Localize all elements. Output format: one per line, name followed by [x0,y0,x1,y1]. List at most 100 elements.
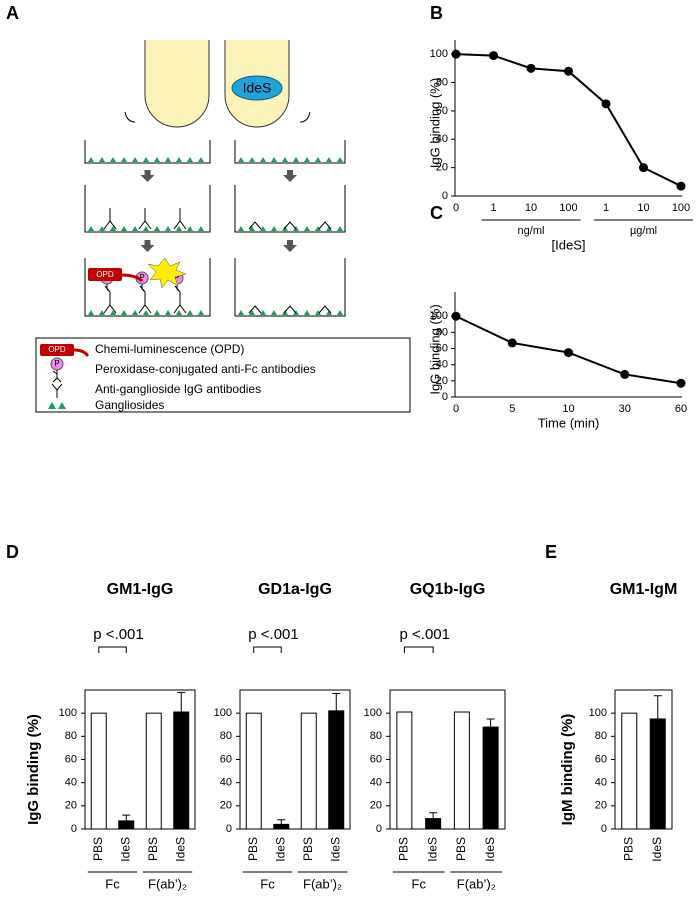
bar [482,726,499,830]
panel-label: E [545,542,557,562]
ganglioside [154,226,160,231]
ganglioside [315,157,321,162]
bracket [98,646,127,653]
ganglioside [143,226,149,231]
bar [425,818,442,830]
ganglioside [260,226,266,231]
x-tick-label: 100 [559,202,577,214]
x-tick-label: IdeS [328,837,342,862]
bar [453,711,470,830]
y-axis-label: IgG binding (%) [25,714,42,825]
error-bar [653,695,662,719]
x-axis-label: [IdeS] [552,237,586,252]
ganglioside [121,157,127,162]
legend-text: Gangliosides [95,398,164,412]
y-tick-label: 40 [436,359,448,371]
ganglioside [249,226,255,231]
ganglioside [99,226,105,231]
well [234,258,346,317]
tube [144,40,210,128]
x-tick-label: PBS [246,837,260,861]
ganglioside [176,226,182,231]
ganglioside [304,310,310,315]
ganglioside [337,157,343,162]
y-tick-label: 60 [436,342,448,354]
step-arrow [283,240,297,252]
point [676,378,686,388]
ganglioside [293,157,299,162]
y-tick-label: 100 [364,707,382,719]
x-tick-label: IdeS [118,837,132,862]
ganglioside [110,157,116,162]
x-tick-label: PBS [146,837,160,861]
bracket [253,646,282,653]
x-tick-label: 60 [675,403,687,415]
x-tick-label: 1 [490,202,496,214]
annotation: p <.001 [93,626,143,643]
legend-text: Peroxidase-conjugated anti-Fc antibodies [95,362,316,376]
opd-label: OPD [96,270,114,279]
step-arrow [283,170,297,182]
x-tick-label: 0 [453,403,459,415]
y-tick-label: 0 [226,823,232,835]
error-bar [122,814,131,821]
chart-title: GQ1b-IgG [410,581,486,598]
error-bar [332,692,341,711]
x-tick-label: 10 [525,202,537,214]
panel-label: B [430,3,443,23]
arrow [299,111,311,123]
ganglioside [260,157,266,162]
y-tick-label: 100 [430,310,448,322]
error-bar [177,691,186,713]
y-tick-label: 60 [220,753,232,765]
y-axis-label: IgG binding (%) [427,78,442,168]
ganglioside [154,310,160,315]
ganglioside [238,157,244,162]
ganglioside [88,157,94,162]
x-tick-label: IdeS [483,837,497,862]
x-tick-label: 10 [637,202,649,214]
y-tick-label: 20 [370,800,382,812]
group-label: F(ab’)₂ [457,876,496,891]
y-tick-label: 80 [370,730,382,742]
x-tick-label: IdeS [425,837,439,862]
y-axis-label: IgM binding (%) [559,714,576,826]
well [84,185,211,233]
y-tick-label: 40 [220,777,232,789]
x-tick-label: PBS [301,837,315,861]
ganglioside [271,310,277,315]
y-tick-label: 20 [220,800,232,812]
ganglioside [337,226,343,231]
ganglioside [88,310,94,315]
x-tick-label: IdeS [273,837,287,862]
annotation: p <.001 [400,626,450,643]
ganglioside [198,226,204,231]
step-arrow [140,170,155,182]
cleaved-antibody [283,305,297,314]
ganglioside [315,226,321,231]
well [234,185,346,233]
point [601,99,611,109]
ganglioside [238,226,244,231]
group-label: Fc [105,876,120,891]
ganglioside [337,310,343,315]
panel-label: D [6,542,19,562]
ganglioside [198,310,204,315]
ganglioside [110,310,116,315]
annotation: p <.001 [248,626,298,643]
bar [621,712,638,830]
bar [90,712,107,830]
y-axis-label: IgG binding (%) [427,304,442,394]
error-bar [429,812,438,819]
x-tick-label: 30 [619,403,631,415]
wells: PPP [84,140,346,317]
ganglioside [121,226,127,231]
group-label: ng/ml [518,225,545,237]
x-tick-label: 0 [453,202,459,214]
ganglioside [88,226,94,231]
opd-arrow [121,273,144,283]
ganglioside [176,310,182,315]
ganglioside [315,310,321,315]
ganglioside [326,226,332,231]
